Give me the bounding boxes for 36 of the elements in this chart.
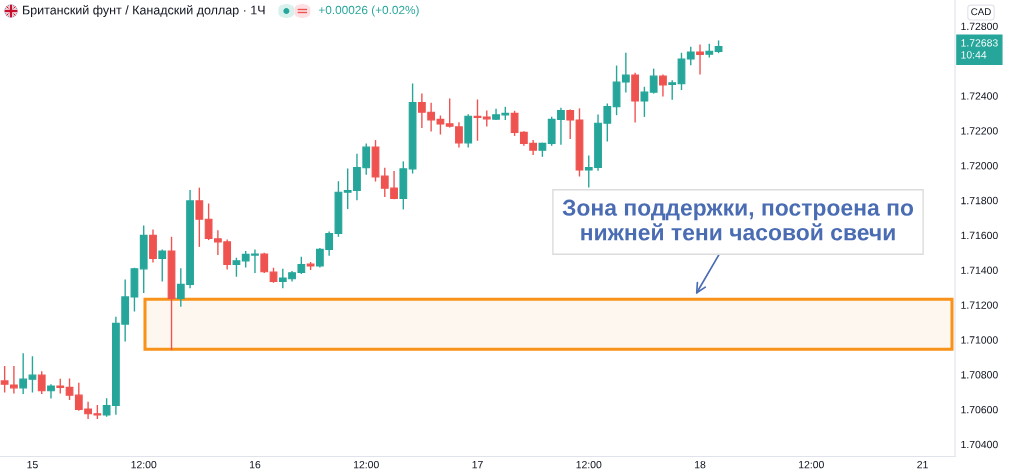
candlestick [659,74,667,97]
y-tick-label: 1.72200 [961,127,998,135]
y-tick-label: 1.70800 [961,371,998,379]
y-tick-label: 1.70600 [961,405,998,414]
y-tick-label: 1.71400 [961,266,998,274]
candlestick [566,109,575,140]
y-tick-label: 1.72800 [961,22,998,31]
x-tick-label: 21 [917,460,928,469]
x-tick-label: 16 [249,460,261,469]
y-tick-label: 1.72400 [961,92,998,100]
candlestick [195,187,204,247]
chart-title: Британский фунт / Канадский доллар · 1Ч [23,5,265,17]
x-tick-label: 12:00 [131,460,157,469]
y-tick-label: 1.70400 [961,440,998,449]
x-tick-label: 12:00 [354,460,379,469]
x-tick-label: 12:00 [799,460,824,469]
candlestick [260,252,269,274]
y-tick-label: 1.71000 [961,336,998,344]
x-tick-label: 17 [472,461,483,469]
x-tick-label: 18 [695,460,706,469]
y-tick-label: 1.71200 [961,301,998,309]
annotation: +0.00026 (+0.02%) [318,5,419,17]
x-tick-label: 12:00 [576,460,602,469]
candlestick [649,68,658,94]
candlestick [640,86,649,117]
candlestick [696,44,704,75]
candlestick [37,371,46,395]
x-tick-label: 15 [27,461,38,469]
candlestick [149,229,157,263]
annotation: Зона поддержки, построена по нижней тени часовой свечи [562,199,914,241]
y-tick-label: 1.71800 [961,196,998,205]
candlestick [158,249,167,282]
y-tick-label: 1.71600 [961,231,998,240]
y-axis-title: CAD [971,8,991,16]
y-tick-label: 1.72000 [961,162,998,170]
text: 1.72683 10:44 [961,39,998,59]
